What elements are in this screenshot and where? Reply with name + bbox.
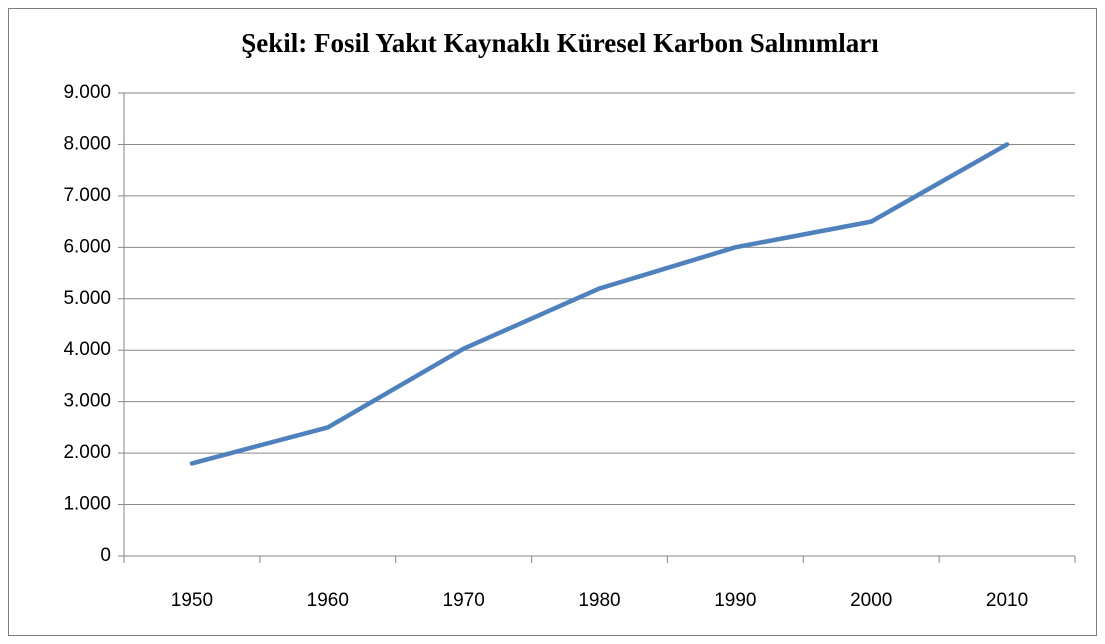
- x-tick-label: 2000: [850, 590, 892, 611]
- y-tick-label: 3.000: [63, 391, 111, 412]
- y-tick-label: 9.000: [63, 82, 111, 103]
- x-tick-label: 1970: [443, 590, 485, 611]
- y-tick-label: 8.000: [63, 133, 111, 154]
- y-tick-label: 5.000: [63, 288, 111, 309]
- data-line: [189, 142, 1010, 466]
- y-tick-label: 7.000: [63, 185, 111, 206]
- x-tick-label: 1950: [171, 590, 213, 611]
- x-tick-label: 2010: [986, 590, 1028, 611]
- x-tick-label: 1980: [578, 590, 620, 611]
- x-tick-label: 1960: [307, 590, 349, 611]
- x-tick-label: 1990: [714, 590, 756, 611]
- y-tick-label: 0: [100, 545, 111, 566]
- y-tick-label: 4.000: [63, 339, 111, 360]
- y-tick-label: 6.000: [63, 236, 111, 257]
- y-tick-label: 1.000: [63, 494, 111, 515]
- chart-border: [8, 8, 1097, 636]
- y-tick-label: 2.000: [63, 442, 111, 463]
- chart-title: Şekil: Fosil Yakıt Kaynaklı Küresel Karb…: [241, 28, 879, 58]
